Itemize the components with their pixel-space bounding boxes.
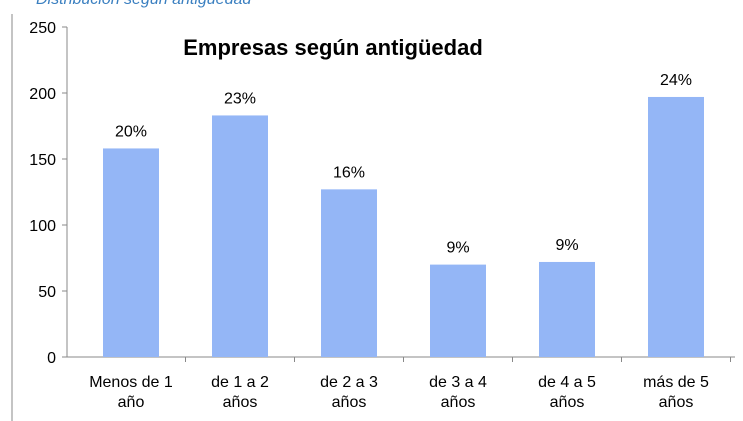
y-tick-label: 250 [29, 20, 56, 37]
y-tick-label: 150 [29, 152, 56, 169]
value-label: 9% [555, 237, 578, 254]
value-label: 24% [660, 72, 692, 89]
y-tick-label: 100 [29, 218, 56, 235]
value-label: 9% [446, 240, 469, 257]
x-tick-label: de 4 a 5 años [538, 374, 596, 411]
value-label: 23% [224, 90, 256, 107]
y-tick-label: 50 [38, 284, 56, 301]
bar [648, 96, 704, 358]
bar [430, 264, 486, 357]
value-label: 20% [115, 123, 147, 140]
x-tick-label: Menos de 1 año [89, 374, 173, 411]
bar [321, 189, 377, 357]
y-tick-label: 200 [29, 86, 56, 103]
bar [212, 115, 268, 357]
bar [539, 261, 595, 357]
bar [103, 148, 159, 357]
x-tick-label: de 3 a 4 años [429, 374, 487, 411]
caption: Distribución según antigüedad [36, 0, 252, 8]
y-tick-label: 0 [47, 350, 56, 367]
chart-title: Empresas según antigüedad [183, 35, 483, 60]
x-tick-label: más de 5 años [643, 374, 709, 411]
x-tick-label: de 2 a 3 años [320, 374, 378, 411]
value-label: 16% [333, 164, 365, 181]
x-tick-label: de 1 a 2 años [211, 374, 269, 411]
